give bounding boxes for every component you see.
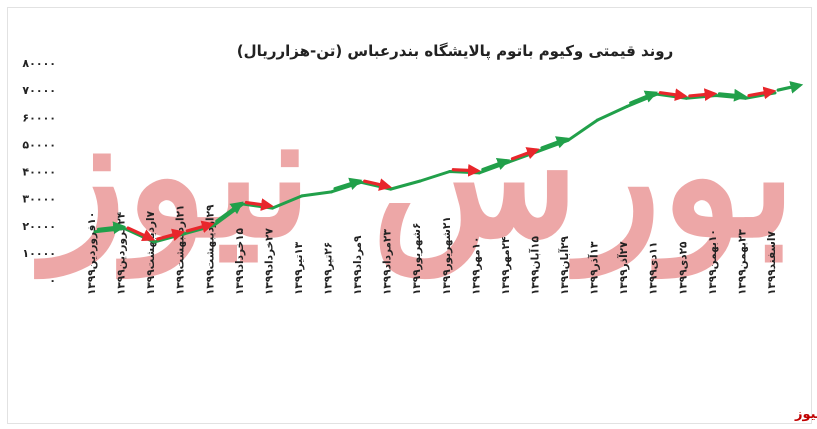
x-tick-label: ۱۳تیر۱۳۹۹ [293,241,305,295]
x-tick-label: ۱۵آبان۱۳۹۹ [528,235,541,295]
trend-arrow [333,177,363,191]
trend-arrow [185,220,215,233]
x-tick-label: ۶شهریور۱۳۹۹ [411,223,423,295]
x-tick-label: ۲۱اردیبهشت۱۳۹۹ [175,205,187,295]
y-tick-label: ۳۰۰۰۰ [22,193,56,206]
data-point [152,240,156,244]
trend-arrow [658,88,688,102]
y-tick-label: ۷۰۰۰۰ [22,84,56,97]
trend-arrow [688,88,718,101]
data-point [743,96,747,100]
trend-arrow [451,163,481,177]
x-tick-label: ۷اردیبهشت۱۳۹۹ [145,210,157,295]
trend-arrow [244,198,274,211]
trend-arrow [510,147,540,161]
x-tick-label: ۲۷آذر۱۳۹۹ [617,241,630,295]
arrow-layer [96,81,804,242]
x-tick-label: ۱۳آذر۱۳۹۹ [588,241,601,295]
trend-arrow [717,88,747,102]
x-tick-label: ۲۵دی۱۳۹۹ [677,241,689,295]
x-tick-label: ۱۵خرداد۱۳۹۹ [234,227,246,295]
data-point [300,194,304,198]
data-point [389,187,393,191]
y-tick-label: ۸۰۰۰۰ [22,57,56,70]
data-point [477,171,481,175]
x-tick-label: ۲۳بهمن۱۳۹۹ [736,229,748,295]
data-point [330,190,334,194]
data-point [625,104,629,108]
data-point [270,206,274,210]
trend-arrow [215,201,244,223]
x-tick-label: ۹مرداد۱۳۹۹ [352,235,364,295]
x-tick-label: ۱۱دی۱۳۹۹ [648,242,660,295]
trend-arrow [747,86,777,100]
x-tick-label: ۲۶تیر۱۳۹۹ [323,242,335,295]
y-tick-label: ۱۰۰۰۰ [22,247,56,260]
x-tick-label: ۲۹آبان۱۳۹۹ [558,235,571,295]
trend-arrow [96,221,127,235]
y-tick-label: ۰ [49,274,56,287]
y-axis: ۸۰۰۰۰ ۷۰۰۰۰ ۶۰۰۰۰ ۵۰۰۰۰ ۴۰۰۰۰ ۳۰۰۰۰ ۲۰۰۰۰ ۱۰۰۰۰… [22,57,56,287]
brand-footer: بورس نیوز [794,407,817,422]
data-point [596,118,600,122]
watermark-text: بورس نیوز [34,76,796,280]
x-tick-label: ۲۴فروردین۱۳۹۹ [116,211,128,295]
y-tick-label: ۶۰۰۰۰ [22,111,56,124]
x-tick-label: ۲۹اردیبهشت۱۳۹۹ [204,204,216,295]
data-point [418,179,422,183]
trend-arrow [629,90,658,105]
x-tick-label: ۲۷خرداد۱۳۹۹ [263,227,275,295]
x-tick-label: ۲۴مهر۱۳۹۹ [500,236,512,295]
data-point [93,230,97,234]
x-tick-label: ۱۰مهر۱۳۹۹ [470,237,482,295]
chart-title: روند قیمتی وکیوم باتوم پالایشگاه بندرعبا… [237,42,674,61]
trend-arrow [481,157,511,172]
chart-frame [7,7,812,424]
trend-arrow [540,136,570,150]
trend-arrow [363,178,393,191]
x-tick-label: ۱۰بهمن۱۳۹۹ [707,229,719,295]
trend-arrow [126,226,156,242]
trend-arrow [156,228,186,242]
y-tick-label: ۲۰۰۰۰ [22,220,56,233]
trend-arrow [776,81,804,94]
data-point [448,170,452,173]
watermark: بورس نیوز [34,76,796,280]
x-tick-label: ۷اسفند۱۳۹۹ [766,231,778,295]
data-point [684,96,688,100]
x-tick-label: ۲۳مرداد۱۳۹۹ [382,229,394,295]
x-tick-label: ۲۱شهریور۱۳۹۹ [441,216,453,295]
y-tick-label: ۵۰۰۰۰ [22,138,56,151]
y-tick-label: ۴۰۰۰۰ [22,166,56,179]
x-tick-label: ۱۰فروردین۱۳۹۹ [86,212,98,295]
